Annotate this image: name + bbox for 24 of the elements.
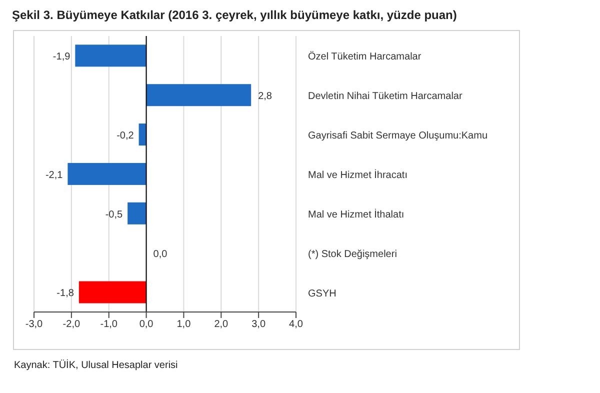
y-tick-label: (*) Stok Değişmeleri [308,248,397,260]
data-label: 2,8 [258,91,272,102]
y-tick-label: Gayrisafi Sabit Sermaye Oluşumu:Kamu [308,130,488,142]
data-label: 0,0 [153,248,168,260]
y-tick-label: Devletin Nihai Tüketim Harcamalar [308,91,463,102]
data-label: -1,9 [52,52,71,63]
y-tick-label: Özel Tüketim Harcamalar [308,50,422,63]
chart-title: Şekil 3. Büyümeye Katkılar (2016 3. çeyrek, yıllık büyümeye katkı, yüzde puan) [12,8,458,22]
x-tick-label: 4,0 [289,319,304,330]
y-tick-label: Mal ve Hizmet İhracatı [308,169,408,181]
x-tick-label: -1,0 [100,319,118,330]
data-label: -1,8 [56,288,74,300]
data-label: -2,1 [45,170,64,181]
x-tick-label: 1,0 [176,319,192,330]
y-tick-label: Mal ve Hizmet İthalatı [308,208,404,220]
data-label: -0,5 [105,209,124,220]
x-tick-label: 0,0 [139,319,154,330]
x-tick-label: -3,0 [25,319,44,330]
x-tick-label: -2,0 [62,319,80,330]
y-tick-label: GSYH [308,288,336,300]
data-label: -0,2 [116,130,134,142]
x-tick-label: 2,0 [214,319,229,330]
text: Kaynak: TÜİK, Ulusal Hesaplar verisi [14,360,179,371]
x-tick-label: 3,0 [252,319,266,330]
